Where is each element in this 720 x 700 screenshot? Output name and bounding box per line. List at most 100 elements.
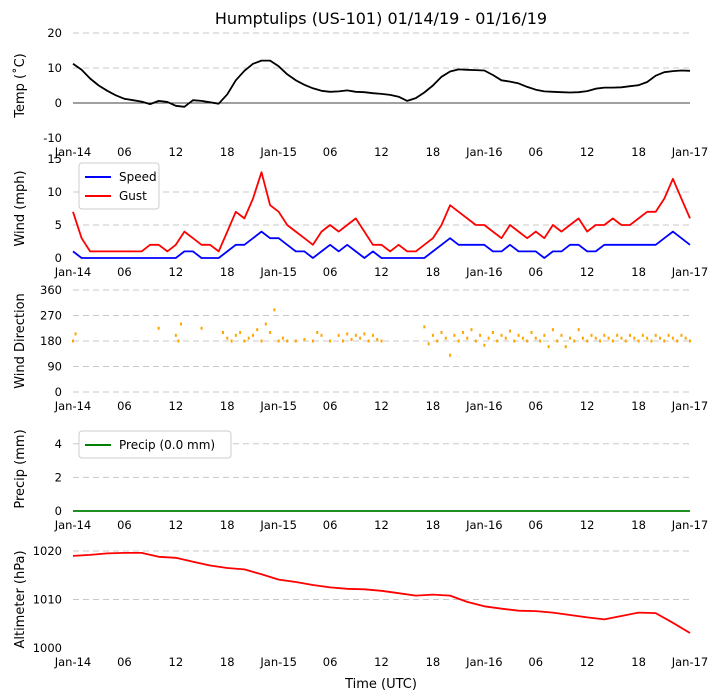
series-direction <box>72 308 691 357</box>
data-point <box>256 328 259 332</box>
data-point <box>581 336 584 340</box>
data-point <box>444 336 447 340</box>
data-point <box>504 336 507 340</box>
x-tick-label-dir: Jan-15 <box>259 399 297 413</box>
data-point <box>174 333 177 337</box>
data-point <box>230 339 233 343</box>
x-tick-label-temp: 18 <box>426 145 441 159</box>
x-tick-label-alt: 18 <box>426 655 441 669</box>
data-point <box>530 331 533 334</box>
x-tick-label-wind: Jan-14 <box>54 265 92 279</box>
x-tick-label-temp: 06 <box>323 145 338 159</box>
data-point <box>367 339 370 343</box>
data-point <box>470 328 473 332</box>
data-point <box>629 333 632 337</box>
x-tick-label-wind: 18 <box>631 265 646 279</box>
data-point <box>539 339 542 343</box>
panel-wind: 0 5 10 15 Jan-14 06 12 18 Jan-15 06 12 18 Jan-16 06 12… <box>13 152 708 279</box>
panel-precip: 0 2 4 Jan-14 06 12 18 Jan-15 06 12 18 Jan-16 06 12 18 J… <box>13 429 708 532</box>
x-tick-label-wind: 12 <box>580 265 595 279</box>
y-tick-label-wind: 15 <box>47 152 62 166</box>
x-tick-label-wind: 18 <box>220 265 235 279</box>
x-tick-label-wind: 18 <box>426 265 441 279</box>
data-point <box>483 343 486 347</box>
data-point <box>534 336 537 340</box>
data-point <box>659 336 662 340</box>
data-point <box>646 336 649 340</box>
series-altimeter-line <box>72 552 691 634</box>
data-point <box>641 333 644 337</box>
x-tick-label-wind: Jan-16 <box>465 265 503 279</box>
data-point <box>684 336 687 340</box>
x-tick-label-alt: Jan-14 <box>54 655 92 669</box>
data-point <box>74 332 77 336</box>
data-point <box>350 338 353 342</box>
x-tick-label-temp: Jan-16 <box>465 145 503 159</box>
data-point <box>427 342 430 346</box>
x-tick-label-dir: 12 <box>374 399 389 413</box>
y-tick-label-precip: 0 <box>55 504 62 518</box>
data-point <box>461 331 464 334</box>
data-point <box>226 336 229 340</box>
data-point <box>311 339 314 343</box>
x-tick-label-temp: 12 <box>374 145 389 159</box>
data-point <box>247 336 250 340</box>
legend-box <box>78 430 232 459</box>
panel-dir: 0 90 180 270 360 Jan-14 06 12 18 Jan-15 06 12 18 Jan-… <box>13 283 708 413</box>
data-point <box>277 339 280 343</box>
data-point <box>329 339 332 343</box>
y-tick-label-precip: 2 <box>55 470 62 484</box>
data-point <box>320 333 323 337</box>
y-tick-label-precip: 4 <box>55 437 62 451</box>
data-point <box>157 326 160 330</box>
data-point <box>521 336 524 340</box>
data-point <box>474 339 477 343</box>
data-point <box>620 336 623 340</box>
data-point <box>689 339 691 343</box>
data-point <box>663 339 666 343</box>
data-point <box>269 331 272 334</box>
data-point <box>380 339 383 343</box>
x-tick-label-dir: 06 <box>323 399 338 413</box>
x-tick-label-dir: 12 <box>169 399 184 413</box>
x-axis-label: Time (UTC) <box>344 677 417 692</box>
x-tick-label-precip: 18 <box>631 518 646 532</box>
panel-alt: 1000 1010 1020 Jan-14 06 12 18 Jan-15 06 12 18 Jan-… <box>13 544 708 669</box>
data-point <box>423 325 426 329</box>
data-point <box>72 339 74 343</box>
x-tick-label-wind: 06 <box>528 265 543 279</box>
data-point <box>177 339 180 343</box>
y-tick-label-temp: -10 <box>43 131 62 145</box>
x-tick-label-temp: 12 <box>580 145 595 159</box>
x-tick-label-precip: 06 <box>528 518 543 532</box>
data-point <box>560 333 563 337</box>
y-tick-label-alt: 1020 <box>33 544 62 558</box>
x-tick-label-alt: 06 <box>528 655 543 669</box>
x-tick-label-temp: 18 <box>220 145 235 159</box>
data-point <box>577 328 580 332</box>
x-tick-label-temp: Jan-17 <box>671 145 709 159</box>
data-point <box>500 333 503 337</box>
data-point <box>556 339 559 343</box>
x-tick-label-precip: 12 <box>580 518 595 532</box>
x-tick-label-precip: Jan-16 <box>465 518 503 532</box>
data-point <box>594 336 597 340</box>
data-point <box>671 336 674 340</box>
x-tick-label-precip: 06 <box>323 518 338 532</box>
legend-label: Speed <box>119 170 157 184</box>
x-tick-label-alt: 06 <box>323 655 338 669</box>
data-point <box>487 336 490 340</box>
x-tick-label-precip: 06 <box>117 518 132 532</box>
data-point <box>337 333 340 337</box>
x-tick-label-precip: 18 <box>426 518 441 532</box>
data-point <box>466 336 469 340</box>
x-tick-label-wind: Jan-17 <box>671 265 709 279</box>
data-point <box>316 331 319 334</box>
data-point <box>624 339 627 343</box>
data-point <box>637 339 640 343</box>
x-tick-label-precip: Jan-17 <box>671 518 709 532</box>
data-point <box>440 331 443 334</box>
x-tick-label-dir: 18 <box>631 399 646 413</box>
data-point <box>221 331 224 334</box>
